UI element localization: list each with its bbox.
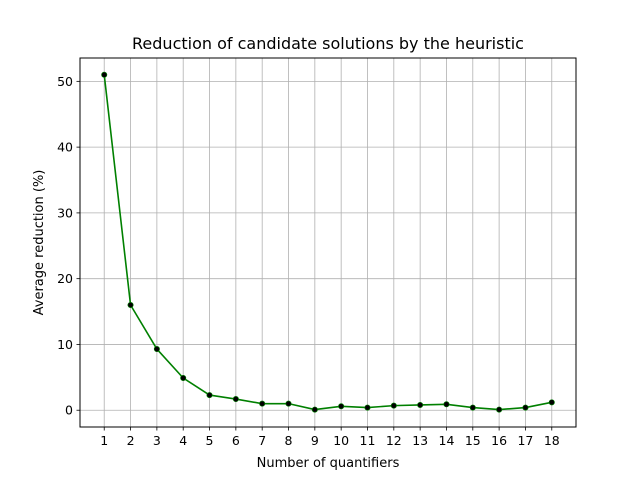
data-point (548, 399, 555, 406)
data-point (417, 401, 424, 408)
x-tick-label: 15 (465, 433, 481, 448)
data-point (522, 404, 529, 411)
x-tick-label: 11 (360, 433, 376, 448)
data-point (101, 71, 108, 78)
data-point (153, 346, 160, 353)
x-tick-label: 4 (179, 433, 187, 448)
x-axis-ticks: 1 2 3 4 5 6 7 8 9 10 11 12 13 14 15 16 17 18 (100, 427, 560, 448)
data-point (127, 301, 134, 308)
y-tick-label: 40 (57, 140, 73, 155)
x-tick-label: 2 (127, 433, 135, 448)
chart-title: Reduction of candidate solutions by the … (132, 34, 524, 53)
grid (80, 58, 576, 427)
x-tick-label: 7 (258, 433, 266, 448)
data-point (180, 374, 187, 381)
series-line (103, 74, 552, 411)
y-tick-label: 50 (57, 74, 73, 89)
y-tick-label: 0 (65, 403, 73, 418)
x-tick-label: 1 (100, 433, 108, 448)
x-tick-label: 10 (333, 433, 349, 448)
x-tick-label: 12 (386, 433, 402, 448)
x-tick-label: 6 (232, 433, 240, 448)
data-point (390, 402, 397, 409)
x-tick-label: 5 (206, 433, 214, 448)
x-tick-label: 3 (153, 433, 161, 448)
x-tick-label: 16 (491, 433, 507, 448)
data-point (338, 403, 345, 410)
x-tick-label: 8 (285, 433, 293, 448)
data-point (469, 404, 476, 411)
y-tick-label: 30 (57, 205, 73, 220)
x-tick-label: 17 (517, 433, 533, 448)
data-markers (101, 71, 555, 413)
x-tick-label: 14 (439, 433, 455, 448)
x-tick-label: 18 (544, 433, 560, 448)
y-axis-ticks: 0 10 20 30 40 50 (57, 74, 80, 418)
x-tick-label: 13 (412, 433, 428, 448)
y-tick-label: 20 (57, 271, 73, 286)
y-axis-label: Average reduction (%) (32, 170, 47, 316)
x-tick-label: 9 (311, 433, 319, 448)
x-axis-label: Number of quantifiers (257, 456, 400, 471)
plot-frame (79, 57, 577, 428)
data-point (443, 401, 450, 408)
data-point (259, 400, 266, 407)
plot-lines (103, 74, 552, 411)
data-point (285, 400, 292, 407)
data-point (232, 396, 239, 403)
data-point (206, 392, 213, 399)
data-point (496, 406, 503, 413)
data-point (364, 404, 371, 411)
y-tick-label: 10 (57, 337, 73, 352)
data-point (311, 406, 318, 413)
